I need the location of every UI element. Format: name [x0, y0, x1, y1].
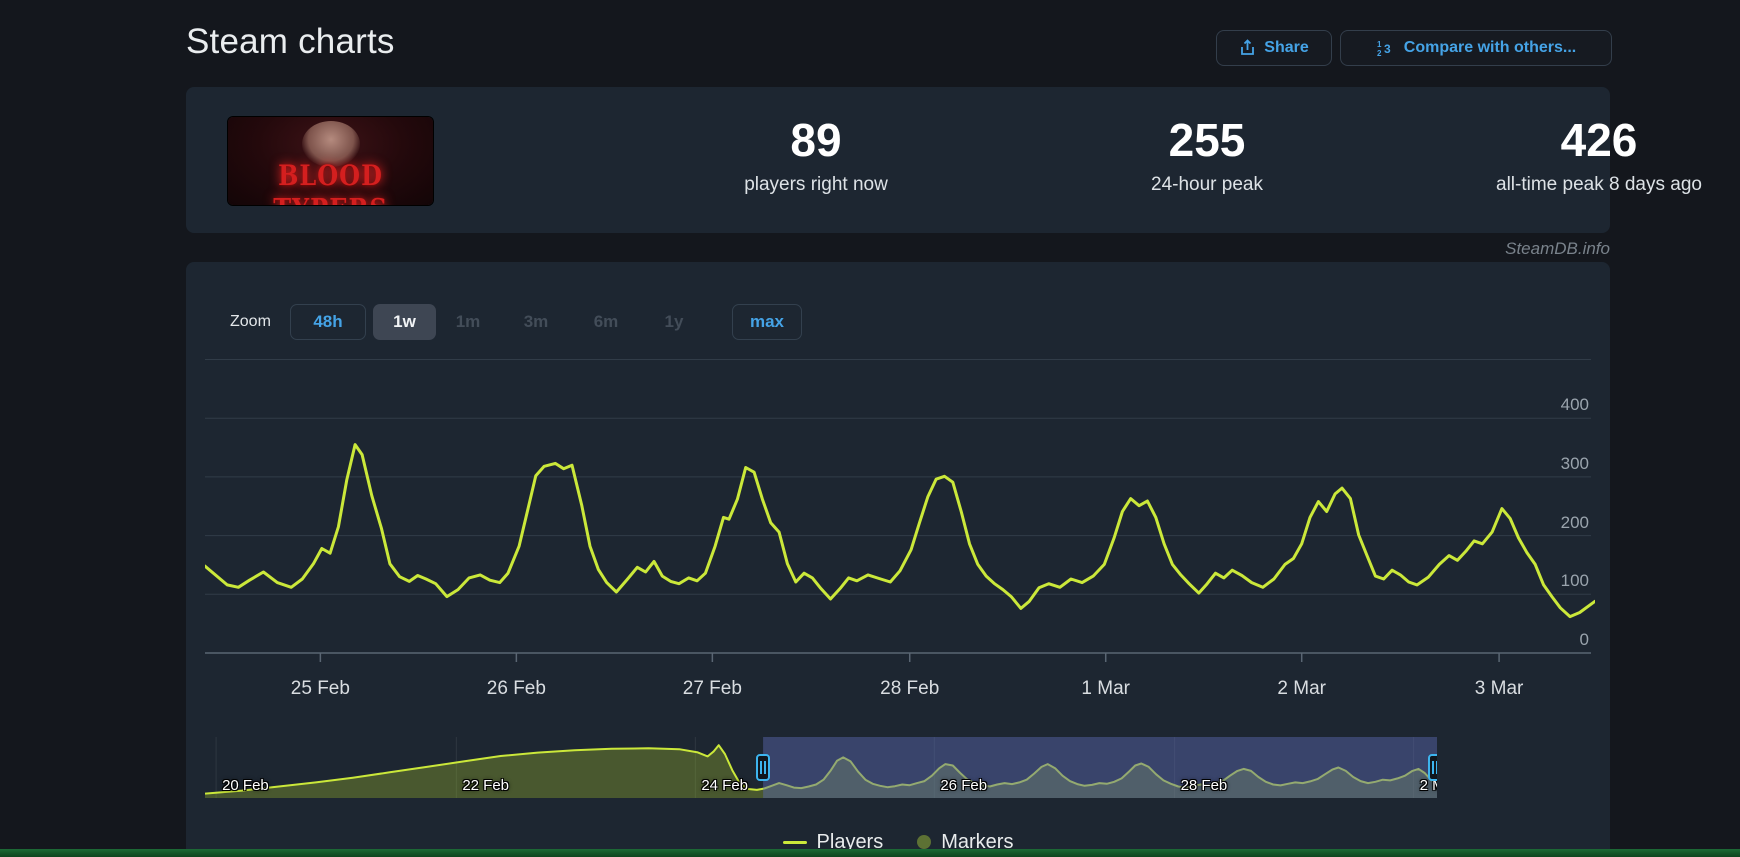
bottom-banner-strip	[0, 849, 1740, 857]
range-button-48h[interactable]: 48h	[290, 304, 366, 340]
players-now-label: players right now	[744, 173, 888, 195]
x-axis-label-27-Feb: 27 Feb	[682, 678, 742, 699]
svg-text:2: 2	[1377, 49, 1382, 57]
peak-24h-value: 255	[1168, 114, 1246, 166]
chart-navigator[interactable]: 20 Feb 22 Feb 24 Feb 26 Feb 28 Feb 2 Mar	[205, 737, 1437, 798]
players-now-value: 89	[790, 114, 842, 166]
share-icon	[1239, 39, 1256, 57]
navigator-label-20-Feb: 20 Feb	[222, 777, 269, 794]
navigator-selected-range	[763, 737, 1437, 798]
y-axis-label-300: 300	[1560, 453, 1589, 473]
range-button-1w[interactable]: 1w	[373, 304, 436, 340]
x-axis-label-25-Feb: 25 Feb	[290, 678, 350, 699]
players-line-swatch-icon	[782, 840, 807, 844]
navigator-left-handle[interactable]	[756, 754, 771, 781]
x-axis-label-26-Feb: 26 Feb	[486, 678, 546, 699]
stats-panel: BLOOD TYPERS 89 players right now 255 24…	[186, 87, 1702, 233]
share-button-label: Share	[1264, 39, 1309, 56]
game-capsule-image[interactable]: BLOOD TYPERS	[228, 117, 433, 205]
range-button-6m: 6m	[593, 312, 619, 331]
y-axis-label-0: 0	[1579, 630, 1589, 649]
range-button-1m: 1m	[455, 312, 481, 331]
x-axis-label-2-Mar: 2 Mar	[1277, 678, 1326, 699]
stat-all-time-peak: 426 all-time peak 8 days ago	[1429, 115, 1740, 196]
stat-24-hour-peak: 255 24-hour peak	[1037, 115, 1377, 196]
navigator-label-22-Feb: 22 Feb	[462, 777, 510, 794]
range-button-3m: 3m	[523, 312, 549, 331]
y-axis-label-400: 400	[1560, 395, 1589, 415]
x-axis-label-1-Mar: 1 Mar	[1081, 678, 1130, 699]
navigator-right-handle[interactable]	[1428, 754, 1437, 781]
navigator-label-28-Feb: 28 Feb	[1180, 777, 1228, 794]
navigator-label-2-Mar: 2 Mar	[1419, 777, 1437, 794]
navigator-series-line	[205, 744, 1437, 795]
navigator-label-26-Feb: 26 Feb	[940, 777, 988, 794]
steamdb-watermark: SteamDB.info	[1505, 239, 1610, 258]
peak-all-value: 426	[1560, 114, 1638, 166]
range-button-1y: 1y	[664, 312, 684, 331]
players-line-chart: 400 300 200 100 0 25 Feb 26 Feb 27 Feb 28 Feb 1 M…	[205, 330, 1595, 758]
x-axis-label-3-Mar: 3 Mar	[1474, 678, 1524, 699]
players-chart-svg	[205, 359, 1595, 662]
chart-panel: Zoom 48h 1w 1m 3m 6m 1y max 400 300 200 100 0 25 Fe…	[186, 262, 1610, 857]
legend-item-players[interactable]: Players	[782, 830, 884, 854]
compare-with-others-button[interactable]: 1 2 3 Compare with others...	[1340, 30, 1612, 66]
range-button-max[interactable]: max	[732, 304, 802, 340]
legend-item-markers[interactable]: Markers	[917, 831, 1013, 854]
peak-24h-label: 24-hour peak	[1151, 173, 1263, 195]
game-title: BLOOD TYPERS	[273, 158, 387, 205]
y-axis-label-200: 200	[1560, 512, 1589, 532]
stat-players-right-now: 89 players right now	[646, 115, 986, 196]
navigator-svg	[205, 737, 1437, 798]
svg-text:3: 3	[1384, 42, 1391, 56]
zoom-range-label: Zoom	[230, 313, 271, 330]
page-title: Steam charts	[186, 22, 395, 61]
compare-button-label: Compare with others...	[1403, 39, 1577, 56]
markers-dot-swatch-icon	[917, 835, 932, 849]
svg-text:1: 1	[1377, 40, 1382, 49]
y-axis-label-100: 100	[1560, 571, 1589, 591]
players-series-line	[205, 443, 1595, 619]
legend-markers-label: Markers	[941, 830, 1014, 853]
peak-all-label: all-time peak 8 days ago	[1496, 173, 1702, 195]
compare-123-icon: 1 2 3	[1376, 39, 1396, 57]
capsule-artwork	[301, 121, 360, 167]
x-axis-label-28-Feb: 28 Feb	[880, 678, 940, 699]
chart-legend: Players Markers	[186, 828, 1610, 856]
navigator-label-24-Feb: 24 Feb	[701, 777, 749, 794]
share-button[interactable]: Share	[1216, 30, 1332, 66]
legend-players-label: Players	[816, 830, 884, 853]
